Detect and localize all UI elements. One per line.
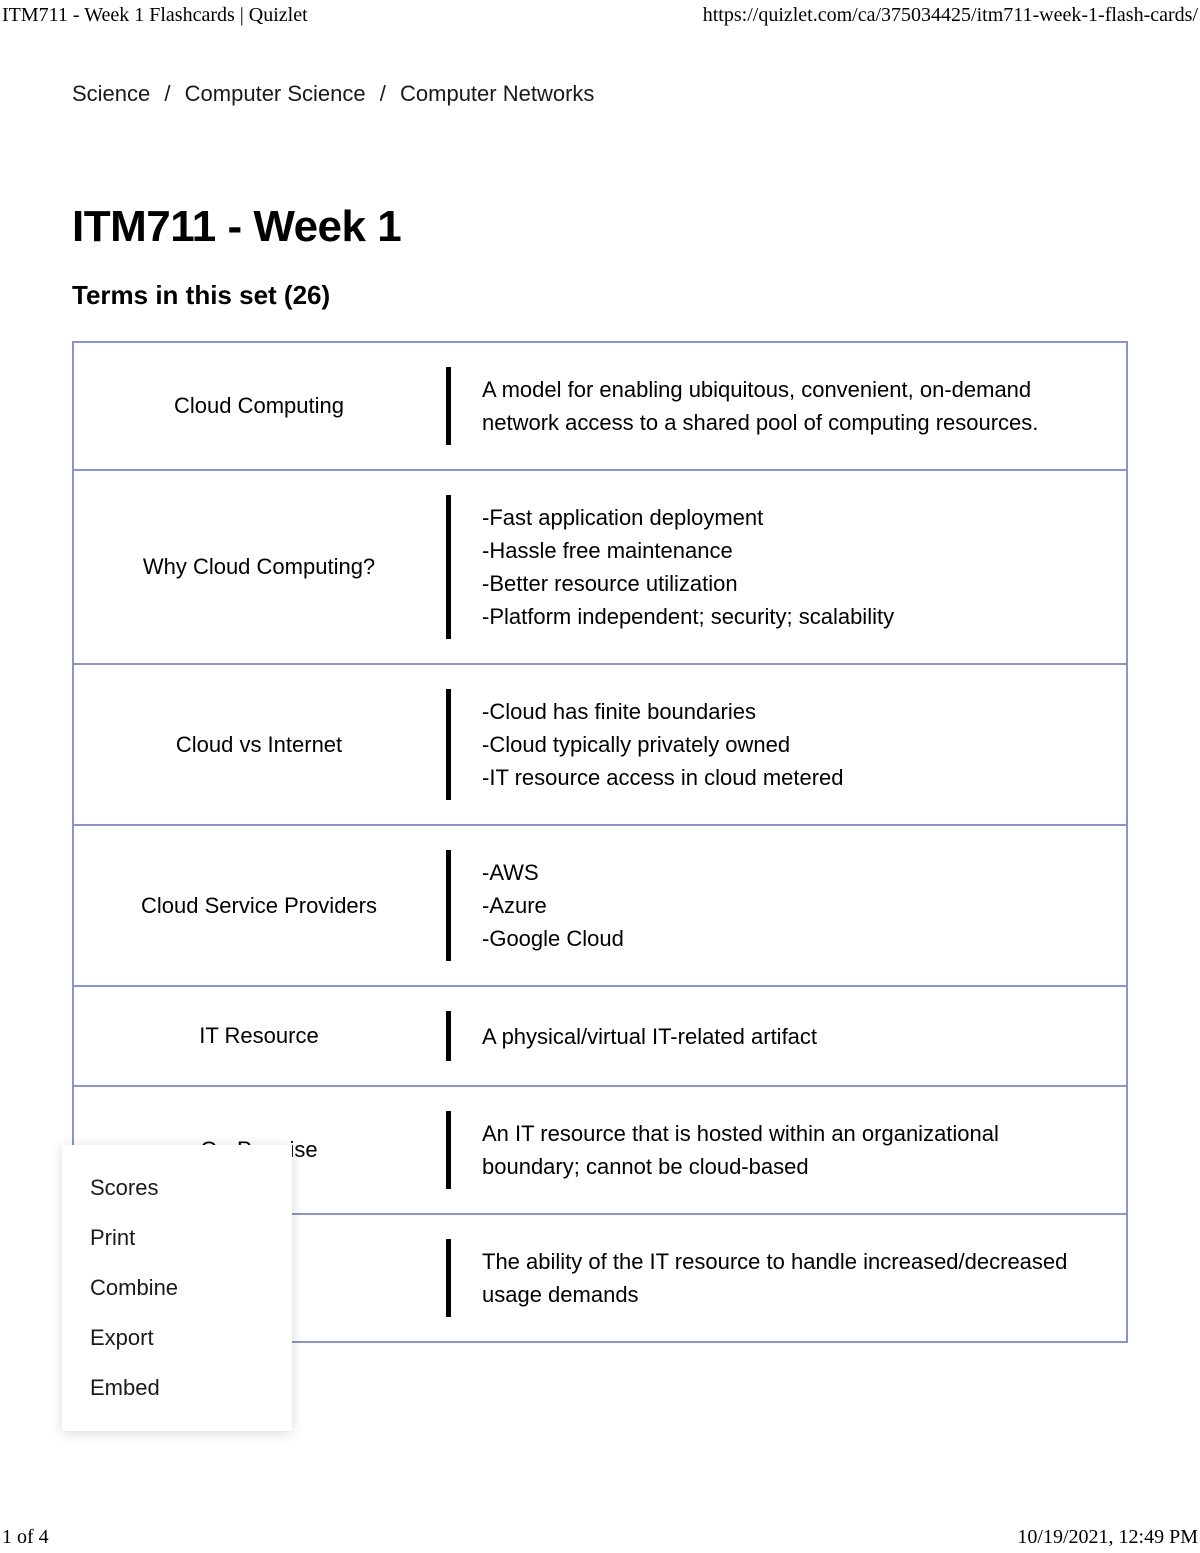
term-label: Cloud vs Internet bbox=[74, 665, 444, 824]
menu-item-export[interactable]: Export bbox=[90, 1313, 264, 1363]
menu-item-combine[interactable]: Combine bbox=[90, 1263, 264, 1313]
term-divider bbox=[444, 665, 452, 824]
term-divider bbox=[444, 826, 452, 985]
breadcrumb-item-compsci[interactable]: Computer Science bbox=[185, 81, 366, 106]
table-row: Cloud vs Internet -Cloud has finite boun… bbox=[74, 665, 1126, 826]
term-divider bbox=[444, 1215, 452, 1341]
term-label: Why Cloud Computing? bbox=[74, 471, 444, 663]
table-row: Cloud Service Providers -AWS -Azure -Goo… bbox=[74, 826, 1126, 987]
term-definition: -AWS -Azure -Google Cloud bbox=[452, 826, 1126, 985]
breadcrumb-separator: / bbox=[164, 81, 170, 106]
breadcrumb: Science / Computer Science / Computer Ne… bbox=[72, 81, 1128, 107]
term-divider bbox=[444, 1087, 452, 1213]
term-definition: A physical/virtual IT-related artifact bbox=[452, 987, 1126, 1085]
term-definition: -Fast application deployment -Hassle fre… bbox=[452, 471, 1126, 663]
actions-popup-menu: Scores Print Combine Export Embed bbox=[62, 1145, 292, 1431]
breadcrumb-item-networks[interactable]: Computer Networks bbox=[400, 81, 594, 106]
page-footer: 1 of 4 10/19/2021, 12:49 PM bbox=[0, 1526, 1200, 1549]
term-definition: -Cloud has finite boundaries -Cloud typi… bbox=[452, 665, 1126, 824]
term-label: IT Resource bbox=[74, 987, 444, 1085]
breadcrumb-item-science[interactable]: Science bbox=[72, 81, 150, 106]
menu-item-embed[interactable]: Embed bbox=[90, 1363, 264, 1413]
table-row: IT Resource A physical/virtual IT-relate… bbox=[74, 987, 1126, 1087]
term-label: Cloud Service Providers bbox=[74, 826, 444, 985]
browser-page-title: ITM711 - Week 1 Flashcards | Quizlet bbox=[0, 4, 308, 27]
terms-count-heading: Terms in this set (26) bbox=[72, 280, 1128, 311]
term-label: Cloud Computing bbox=[74, 343, 444, 469]
menu-item-print[interactable]: Print bbox=[90, 1213, 264, 1263]
table-row: Cloud Computing A model for enabling ubi… bbox=[74, 343, 1126, 471]
term-definition: A model for enabling ubiquitous, conveni… bbox=[452, 343, 1126, 469]
term-divider bbox=[444, 471, 452, 663]
page-title: ITM711 - Week 1 bbox=[72, 202, 1128, 252]
menu-item-scores[interactable]: Scores bbox=[90, 1163, 264, 1213]
print-timestamp: 10/19/2021, 12:49 PM bbox=[1017, 1526, 1198, 1549]
breadcrumb-separator: / bbox=[380, 81, 386, 106]
browser-page-url: https://quizlet.com/ca/375034425/itm711-… bbox=[703, 4, 1200, 27]
term-divider bbox=[444, 343, 452, 469]
term-definition: An IT resource that is hosted within an … bbox=[452, 1087, 1126, 1213]
page-header: ITM711 - Week 1 Flashcards | Quizlet htt… bbox=[0, 0, 1200, 31]
table-row: Why Cloud Computing? -Fast application d… bbox=[74, 471, 1126, 665]
term-divider bbox=[444, 987, 452, 1085]
page-number: 1 of 4 bbox=[2, 1526, 49, 1549]
term-definition: The ability of the IT resource to handle… bbox=[452, 1215, 1126, 1341]
